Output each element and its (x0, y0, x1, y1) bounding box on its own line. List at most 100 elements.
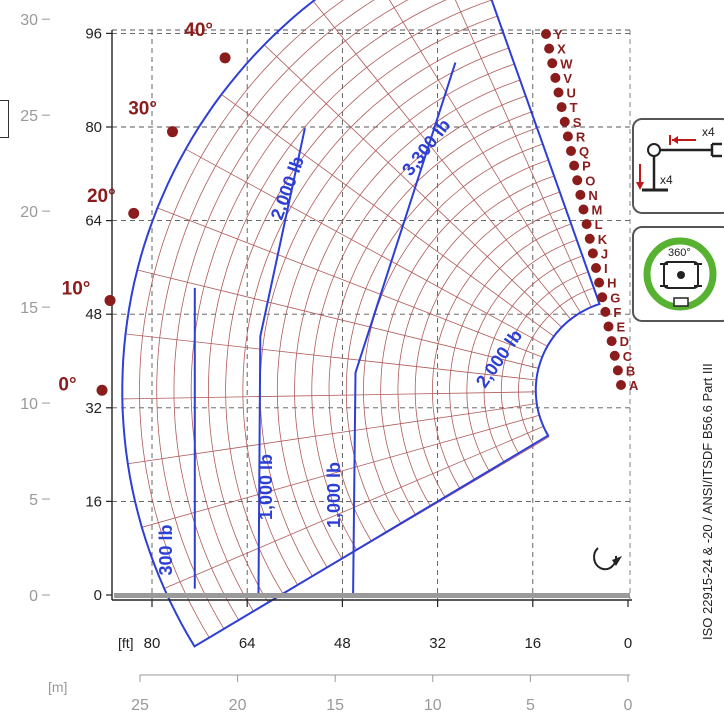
y-tick-label-m: 25 (20, 108, 38, 125)
extension-marker (556, 102, 567, 113)
extension-label: M (592, 203, 603, 218)
extension-marker (578, 204, 589, 215)
load-zone-label: 3,300 lb (398, 115, 454, 179)
angle-marker (128, 207, 140, 219)
stabilizers-h-label: x4 (702, 125, 715, 139)
y-tick-label: 32 (85, 400, 102, 417)
extension-arc (139, 0, 344, 638)
angle-radial (157, 207, 543, 358)
extension-arc (449, 224, 571, 481)
extension-label: E (617, 320, 626, 335)
x-tick-label-m: 10 (424, 697, 442, 714)
extension-label: W (560, 56, 573, 71)
extension-marker (600, 306, 611, 317)
extension-label: G (610, 290, 620, 305)
x-tick-label: 48 (334, 635, 351, 652)
extension-label: H (607, 276, 616, 291)
angle-label: 30° (128, 99, 157, 120)
extension-label: X (557, 42, 566, 57)
y-tick-label: 16 (85, 493, 102, 510)
extension-arc (397, 176, 554, 507)
extension-marker (569, 160, 580, 171)
angle-label: 40° (184, 20, 213, 41)
extension-arc (173, 0, 409, 621)
x-tick-label: 32 (429, 635, 446, 652)
extension-marker (584, 233, 595, 244)
extension-marker (603, 321, 614, 332)
stabilizers-card: x4 x4 (632, 118, 724, 214)
y-tick-label: 64 (85, 213, 102, 230)
x-tick-label-m: 15 (326, 697, 344, 714)
y-tick-label: 96 (85, 25, 102, 42)
extension-marker (559, 116, 570, 127)
extension-arc (259, 47, 509, 577)
rotation-label: 360° (668, 247, 691, 259)
extension-label: Y (554, 27, 563, 42)
extension-arc (242, 31, 503, 586)
x-unit-m: [m] (48, 679, 67, 695)
extension-label: K (598, 232, 608, 247)
extension-marker (566, 146, 576, 156)
y-tick-label-m: 15 (20, 300, 38, 317)
extension-marker (616, 380, 626, 390)
extension-marker (612, 365, 623, 376)
turret-rotation-icon: 360° (643, 237, 717, 311)
extension-marker (553, 87, 564, 98)
angle-radial (141, 414, 540, 528)
extension-marker (591, 263, 601, 273)
extension-marker (544, 43, 555, 54)
angle-label: 10° (62, 279, 91, 300)
extension-arc (156, 0, 375, 630)
extension-arc (414, 192, 559, 499)
load-zone-label: 1,000 lb (256, 454, 276, 520)
extension-arc (225, 15, 498, 595)
extension-marker (547, 58, 558, 69)
angle-marker (96, 384, 108, 396)
angle-radial (263, 44, 562, 328)
load-zone-label: 300 lb (156, 524, 176, 575)
stabilizers-icon: x4 x4 (636, 125, 722, 192)
x-tick-label-m: 5 (526, 697, 535, 714)
y-tick-label: 48 (85, 306, 102, 323)
angle-radial (127, 403, 537, 465)
stabilizers-v-label: x4 (660, 173, 673, 187)
working-envelope (121, 0, 601, 648)
extension-arc (207, 0, 492, 603)
extension-marker (606, 336, 617, 347)
extension-label: J (601, 246, 608, 261)
load-boundary-line (257, 127, 306, 594)
extension-marker (572, 175, 583, 186)
x-unit-ft: [ft] (118, 635, 134, 651)
extension-marker (541, 29, 551, 39)
rotation-arrow-head (612, 556, 622, 566)
rotation-card: 360° (632, 226, 724, 322)
x-tick-label-m: 20 (229, 697, 247, 714)
extension-label: R (576, 129, 586, 144)
x-tick-label: 0 (624, 635, 632, 652)
y-tick-label-m: 20 (20, 204, 38, 221)
ground-line (114, 593, 630, 598)
extension-arc (535, 304, 599, 438)
load-zone-label: 2,000 lb (472, 326, 526, 392)
extension-label: S (573, 115, 582, 130)
angle-radial (122, 391, 536, 400)
extension-label: F (613, 305, 621, 320)
y-tick-label-m: 30 (20, 12, 38, 29)
extension-arc (518, 288, 593, 446)
angle-radial (389, 0, 581, 313)
y-tick-label-m: 5 (29, 492, 38, 509)
x-tick-label-m: 25 (131, 697, 149, 714)
angle-marker (166, 126, 178, 138)
angle-label: 20° (87, 186, 116, 207)
standards-note: ISO 22915-24 & -20 / ANSI/ITSDF B56.6 Pa… (700, 363, 715, 640)
extension-arc (311, 95, 526, 551)
extension-marker (609, 350, 620, 361)
extension-arc (328, 111, 531, 542)
extension-arc (190, 0, 447, 612)
angle-radial (137, 269, 539, 369)
extension-label: L (595, 217, 603, 232)
extension-label: P (582, 159, 591, 174)
y-tick-label: 80 (85, 119, 102, 136)
extension-marker (587, 248, 598, 259)
